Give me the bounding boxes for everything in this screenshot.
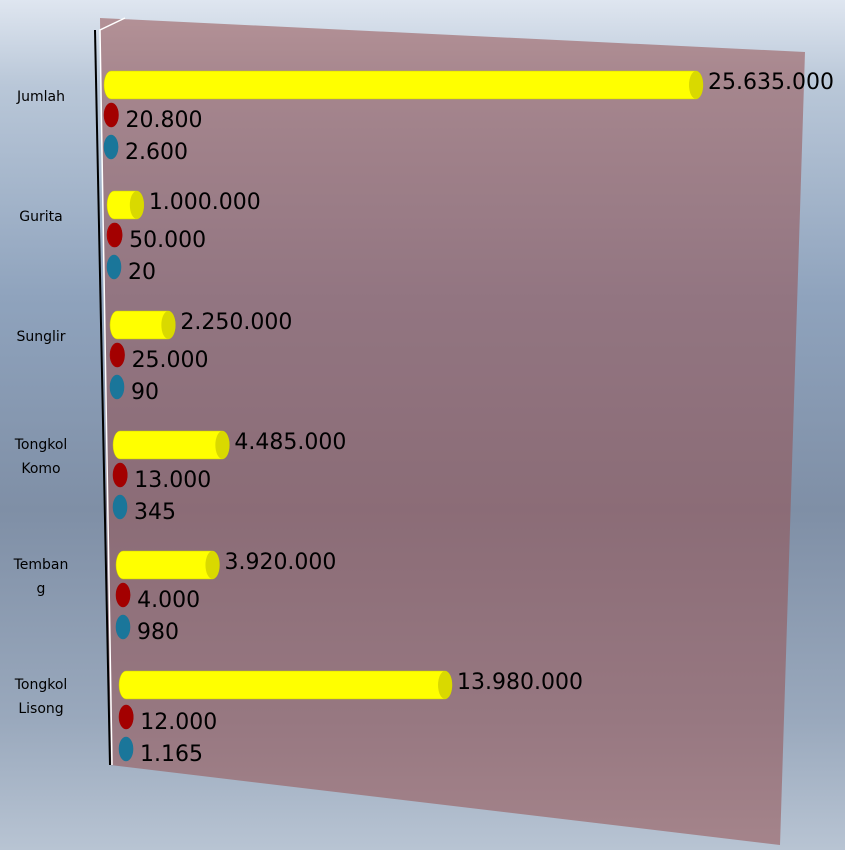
bar-cap — [119, 705, 134, 729]
bar-cap — [205, 551, 220, 579]
bar-cap — [116, 583, 131, 607]
bar-cap — [107, 255, 122, 279]
value-label: 345 — [134, 500, 176, 525]
bar-cap — [438, 671, 453, 699]
bar-cap — [689, 71, 703, 99]
category-label: Tembang — [13, 557, 69, 597]
bar — [103, 70, 704, 100]
bar-cap — [129, 191, 144, 219]
value-label: 90 — [131, 380, 159, 405]
value-label: 4.000 — [137, 588, 200, 613]
value-label: 20.800 — [125, 108, 202, 133]
bar-cap — [215, 431, 230, 459]
bar — [118, 670, 453, 700]
value-label: 25.635.000 — [708, 70, 834, 95]
bar-cap — [161, 311, 176, 339]
value-label: 980 — [137, 620, 179, 645]
value-label: 12.000 — [140, 710, 217, 735]
value-label: 20 — [128, 260, 156, 285]
bar-cap — [104, 103, 119, 127]
value-label: 13.980.000 — [457, 670, 583, 695]
bar-cap — [110, 375, 125, 399]
category-label: Tongkol Komo — [14, 437, 68, 477]
value-label: 1.165 — [140, 742, 203, 767]
back-wall — [100, 18, 805, 845]
bar — [109, 310, 176, 340]
bar-cap — [113, 463, 128, 487]
category-axis — [94, 29, 111, 766]
value-label: 1.000.000 — [149, 190, 261, 215]
wall-edge — [99, 17, 126, 766]
value-label: 3.920.000 — [224, 550, 336, 575]
bar — [115, 550, 220, 580]
category-label: Gurita — [19, 209, 63, 225]
bar-cap — [108, 223, 123, 247]
value-label: 2.600 — [125, 140, 188, 165]
category-label: Tongkol Lisong — [14, 677, 68, 717]
bar-cap — [116, 615, 131, 639]
bar-cap — [110, 343, 125, 367]
value-label: 50.000 — [129, 228, 206, 253]
category-label: Sunglir — [16, 329, 66, 345]
bar — [112, 430, 230, 460]
category-label: Jumlah — [17, 89, 65, 105]
bar-cap — [119, 737, 134, 761]
value-label: 4.485.000 — [234, 430, 346, 455]
bar-cap — [113, 495, 128, 519]
bar-cap — [104, 135, 119, 159]
value-label: 13.000 — [134, 468, 211, 493]
value-label: 25.000 — [132, 348, 209, 373]
value-label: 2.250.000 — [180, 310, 292, 335]
